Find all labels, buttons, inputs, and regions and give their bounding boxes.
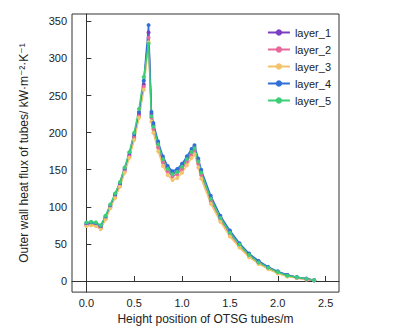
svg-text:350: 350 [49,15,67,27]
svg-text:layer_4: layer_4 [295,78,331,90]
svg-text:1.5: 1.5 [222,297,237,309]
svg-text:0: 0 [61,275,67,287]
svg-text:layer_3: layer_3 [295,61,331,73]
svg-text:2.5: 2.5 [318,297,333,309]
svg-text:Height position of OTSG tubes/: Height position of OTSG tubes/m [117,312,293,326]
svg-text:0.0: 0.0 [79,297,94,309]
svg-text:0.5: 0.5 [127,297,142,309]
svg-text:100: 100 [49,201,67,213]
svg-text:layer_5: layer_5 [295,95,331,107]
svg-text:300: 300 [49,52,67,64]
svg-text:150: 150 [49,164,67,176]
svg-text:200: 200 [49,127,67,139]
svg-text:layer_2: layer_2 [295,44,331,56]
svg-text:layer_1: layer_1 [295,27,331,39]
svg-text:250: 250 [49,90,67,102]
svg-text:50: 50 [55,238,67,250]
svg-text:Outer wall heat flux of tubes/: Outer wall heat flux of tubes/ kW·m⁻²·K⁻… [17,43,31,262]
svg-text:1.0: 1.0 [174,297,189,309]
svg-text:2.0: 2.0 [270,297,285,309]
